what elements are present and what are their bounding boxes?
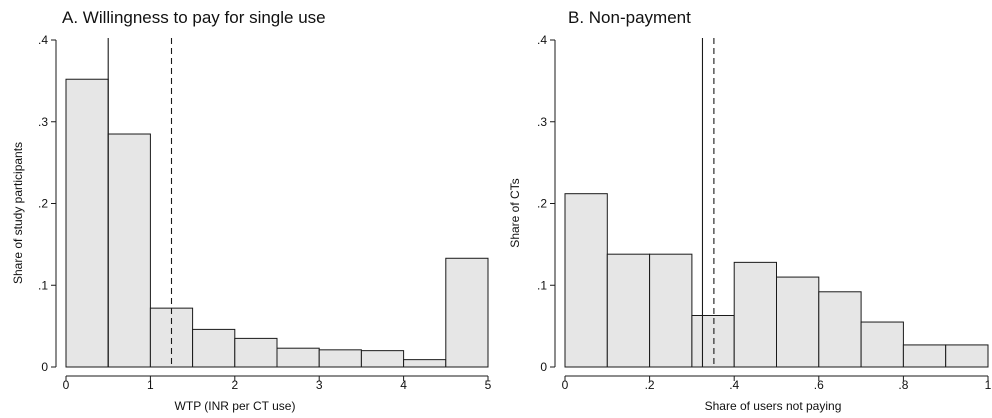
panel-a-x-axis-label: WTP (INR per CT use): [175, 399, 296, 413]
panel-b-x-tick-label: .6: [814, 378, 824, 392]
panel-a-y-tick-label: .3: [38, 115, 48, 129]
panel-b-bar-8: [860, 321, 904, 368]
panel-b-y-tick-label: .3: [537, 115, 547, 129]
panel-a-x-tick-label: 0: [63, 378, 70, 392]
panel-b-x-tick-label: 1: [985, 378, 992, 392]
panel-b-bar-4: [691, 314, 735, 368]
panel-b-y-tick-label: .2: [537, 197, 547, 211]
panel-a-bar-8: [360, 350, 405, 368]
panel-b-bar-9: [902, 344, 947, 368]
panel-b-bar-10: [945, 344, 989, 368]
panel-b-bar-6: [776, 276, 820, 368]
panel-a-bar-6: [276, 347, 320, 368]
panel-b-x-tick-label: .4: [729, 378, 739, 392]
panel-a-bar-4: [192, 328, 236, 368]
panel-b-y-tick-label: 0: [540, 360, 547, 374]
panel-a-y-tick-label: 0: [41, 360, 48, 374]
panel-a-title: A. Willingness to pay for single use: [62, 8, 326, 27]
panel-a-y-tick-label: .4: [38, 33, 48, 47]
panel-b-non-payment: B. Non-payment Share of CTs Share of use…: [508, 8, 992, 413]
panel-a-x-tick-label: 5: [485, 378, 492, 392]
panel-a-x-tick-label: 3: [316, 378, 323, 392]
panel-a-bar-2: [107, 133, 151, 368]
panel-b-y-tick-label: .1: [537, 278, 547, 292]
panel-a-x-tick-label: 1: [147, 378, 154, 392]
panel-b-bar-3: [649, 253, 693, 368]
panel-a-bar-3: [149, 307, 194, 368]
panel-b-y-axis-label: Share of CTs: [508, 178, 522, 247]
panel-b-bar-1: [564, 193, 608, 368]
panel-a-y-axis-label: Share of study participants: [11, 142, 25, 284]
panel-b-x-tick-label: 0: [562, 378, 569, 392]
panel-a-willingness-to-pay: A. Willingness to pay for single use Sha…: [11, 8, 492, 413]
panel-b-x-tick-label: .2: [645, 378, 655, 392]
panel-a-y-tick-label: .2: [38, 197, 48, 211]
panel-a-bar-7: [318, 349, 362, 368]
panel-b-title: B. Non-payment: [568, 8, 691, 27]
panel-a-bar-1: [65, 78, 109, 368]
panel-b-x-axis-label: Share of users not paying: [705, 399, 842, 413]
panel-b-x-tick-label: .8: [898, 378, 908, 392]
panel-b-bar-2: [606, 253, 651, 368]
panel-a-bar-9: [403, 359, 447, 368]
panel-b-y-tick-label: .4: [537, 33, 547, 47]
panel-a-bar-10: [445, 257, 489, 368]
panel-a-y-tick-label: .1: [38, 278, 48, 292]
panel-a-x-tick-label: 2: [231, 378, 238, 392]
panel-a-x-tick-label: 4: [400, 378, 407, 392]
panel-a-bar-5: [234, 337, 278, 368]
panel-b-bar-7: [818, 291, 862, 368]
panel-b-bar-5: [733, 261, 778, 368]
